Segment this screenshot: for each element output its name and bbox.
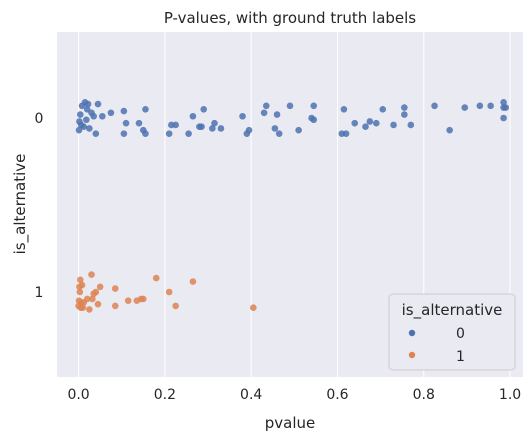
data-point-series-0 — [310, 102, 318, 110]
data-point-series-0 — [200, 106, 208, 113]
x-tick-label: 0.2 — [154, 387, 176, 403]
data-point-series-0 — [260, 109, 268, 117]
data-point-series-1 — [79, 304, 87, 311]
data-point-series-0 — [198, 123, 205, 130]
data-point-series-0 — [165, 130, 173, 137]
data-point-series-0 — [217, 125, 225, 132]
data-point-series-0 — [211, 119, 218, 127]
data-point-series-1 — [111, 285, 119, 292]
data-point-series-0 — [273, 111, 281, 118]
data-point-series-0 — [77, 111, 84, 118]
data-point-series-1 — [250, 304, 257, 311]
data-point-series-0 — [446, 126, 453, 134]
data-point-series-0 — [94, 100, 102, 108]
data-point-series-0 — [500, 99, 507, 106]
data-point-series-1 — [76, 288, 84, 296]
legend-label-1: 1 — [456, 349, 465, 365]
data-point-series-1 — [89, 295, 96, 303]
data-point-series-0 — [487, 102, 494, 110]
data-point-series-0 — [120, 107, 128, 115]
data-point-series-0 — [92, 130, 100, 137]
data-point-series-0 — [407, 121, 415, 129]
legend-title: is_alternative — [402, 301, 503, 320]
data-point-series-0 — [189, 112, 197, 120]
legend: is_alternative 0 1 — [388, 293, 516, 371]
data-point-series-0 — [476, 102, 484, 110]
data-point-series-0 — [122, 119, 130, 127]
data-point-series-0 — [401, 104, 408, 111]
data-point-series-1 — [165, 288, 173, 296]
data-point-series-0 — [80, 123, 88, 130]
data-point-series-0 — [390, 121, 397, 129]
data-point-series-1 — [139, 295, 147, 303]
data-point-series-1 — [124, 297, 132, 305]
data-point-series-0 — [142, 106, 149, 113]
data-point-series-1 — [86, 306, 93, 313]
data-point-series-0 — [172, 121, 179, 129]
data-point-series-0 — [500, 114, 507, 122]
data-point-series-1 — [92, 288, 100, 296]
y-tick-labels: 01 — [35, 111, 44, 301]
x-axis-label: pvalue — [265, 414, 316, 432]
data-point-series-0 — [379, 106, 387, 113]
y-tick-label: 1 — [35, 285, 44, 301]
data-point-series-0 — [185, 130, 192, 137]
data-point-series-0 — [431, 102, 438, 110]
data-point-series-0 — [295, 126, 302, 134]
data-point-series-0 — [310, 116, 318, 124]
data-points — [75, 99, 510, 313]
data-point-series-0 — [135, 119, 143, 127]
data-point-series-1 — [189, 278, 197, 285]
data-point-series-0 — [90, 112, 97, 120]
data-point-series-1 — [83, 295, 91, 303]
data-point-series-0 — [461, 104, 469, 111]
x-tick-label: 0.8 — [413, 387, 435, 403]
data-point-series-0 — [142, 130, 149, 137]
y-axis-label: is_alternative — [11, 154, 30, 255]
data-point-series-1 — [77, 276, 84, 284]
data-point-series-0 — [342, 130, 350, 137]
data-point-series-1 — [96, 283, 104, 291]
data-point-series-0 — [366, 118, 374, 125]
data-point-series-0 — [275, 130, 283, 137]
x-tick-label: 0.0 — [67, 387, 89, 403]
data-point-series-1 — [152, 274, 160, 282]
data-point-series-0 — [372, 119, 380, 127]
data-point-series-0 — [502, 104, 510, 111]
data-point-series-0 — [351, 119, 359, 127]
data-point-series-0 — [84, 100, 92, 108]
data-point-series-0 — [286, 102, 294, 110]
data-point-series-1 — [94, 300, 102, 308]
data-point-series-1 — [78, 281, 86, 289]
data-point-series-0 — [83, 116, 90, 124]
chart-title: P-values, with ground truth labels — [164, 9, 416, 27]
data-point-series-0 — [75, 126, 83, 134]
legend-box — [388, 293, 516, 371]
data-point-series-0 — [262, 102, 270, 110]
data-point-series-0 — [245, 126, 253, 134]
legend-label-0: 0 — [456, 326, 465, 342]
data-point-series-0 — [271, 125, 279, 132]
data-point-series-0 — [239, 112, 246, 120]
data-point-series-0 — [401, 111, 408, 118]
data-point-series-1 — [111, 302, 119, 310]
data-point-series-0 — [107, 109, 115, 117]
x-tick-label: 0.6 — [326, 387, 348, 403]
data-point-series-0 — [340, 106, 348, 113]
legend-marker-1 — [408, 351, 416, 359]
data-point-series-1 — [88, 271, 95, 278]
y-tick-label: 0 — [35, 111, 44, 127]
data-point-series-0 — [209, 125, 216, 132]
data-point-series-0 — [86, 125, 93, 132]
data-point-series-0 — [120, 130, 128, 137]
data-point-series-1 — [172, 302, 179, 310]
x-tick-label: 1.0 — [499, 387, 521, 403]
x-tick-labels: 0.0 0.2 0.4 0.6 0.8 1.0 — [67, 387, 521, 403]
x-tick-label: 0.4 — [240, 387, 262, 403]
legend-marker-0 — [408, 329, 416, 337]
data-point-series-0 — [362, 123, 369, 130]
data-point-series-0 — [99, 112, 106, 120]
